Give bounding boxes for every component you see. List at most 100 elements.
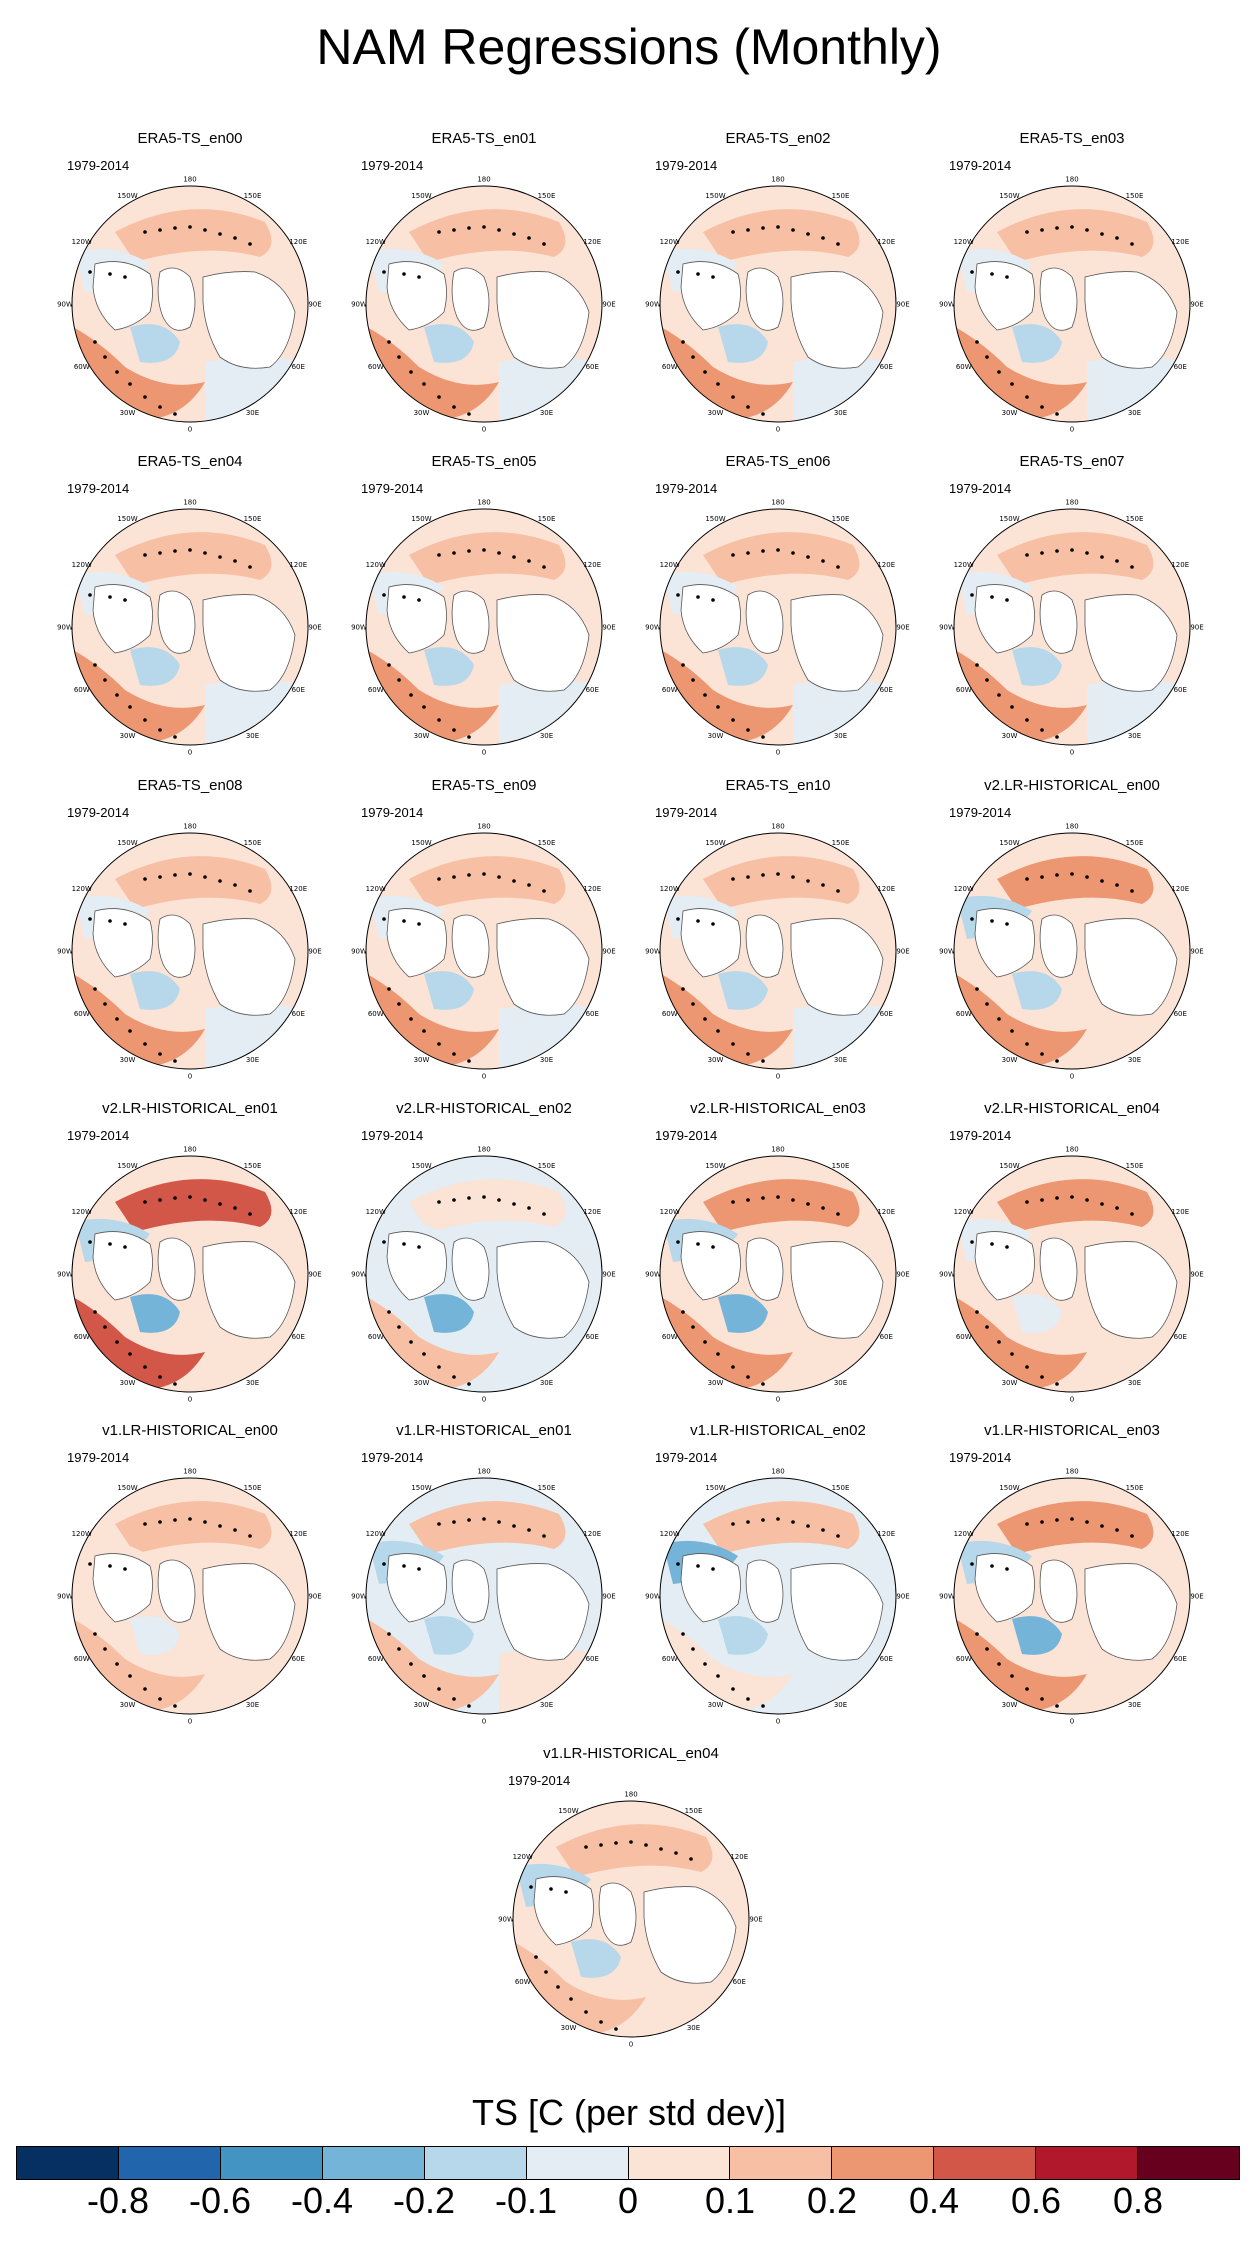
longitude-label: 30E bbox=[540, 1379, 553, 1387]
significance-dot bbox=[746, 875, 750, 879]
map-panel: ERA5-TS_en00 180 150E 120E 90E 60E 30E 0 30W 60W 9… bbox=[55, 130, 325, 432]
land-outline bbox=[157, 590, 196, 654]
significance-dot bbox=[1055, 1196, 1059, 1200]
significance-dot bbox=[836, 242, 840, 246]
significance-dot bbox=[158, 1375, 162, 1379]
longitude-label: 150E bbox=[832, 515, 850, 523]
land-outline bbox=[790, 1241, 884, 1339]
atlantic-anomaly bbox=[661, 1619, 793, 1712]
colorbar-swatch bbox=[118, 2147, 221, 2179]
longitude-label: 180 bbox=[624, 1791, 637, 1799]
longitude-label: 60E bbox=[586, 363, 599, 371]
longitude-label: 150E bbox=[832, 192, 850, 200]
longitude-label: 150E bbox=[244, 839, 262, 847]
longitude-label: 120E bbox=[877, 238, 895, 246]
colorbar-tick-label: 0.6 bbox=[1010, 2180, 1062, 2221]
significance-dot bbox=[761, 1382, 765, 1386]
significance-dot bbox=[248, 1212, 252, 1216]
longitude-label: 120E bbox=[583, 561, 601, 569]
north-atlantic-anomaly bbox=[424, 647, 474, 686]
longitude-label: 30E bbox=[246, 1056, 259, 1064]
significance-dot bbox=[696, 919, 700, 923]
land-outline bbox=[790, 1563, 884, 1661]
significance-dot bbox=[482, 548, 486, 552]
longitude-label: 60W bbox=[74, 686, 90, 694]
longitude-label: 60E bbox=[1174, 1655, 1187, 1663]
longitude-label: 90E bbox=[896, 624, 909, 632]
map-panel: v2.LR-HISTORICAL_en03 180 150E 120E 90E 60E 30… bbox=[643, 1100, 913, 1402]
significance-dot bbox=[422, 1352, 426, 1356]
north-atlantic-anomaly bbox=[424, 1294, 474, 1333]
significance-dot bbox=[564, 1890, 568, 1894]
significance-dot bbox=[497, 228, 501, 232]
panel-title: v1.LR-HISTORICAL_en04 bbox=[543, 1745, 719, 1762]
significance-dot bbox=[233, 883, 237, 887]
significance-dot bbox=[836, 565, 840, 569]
period-label: 1979-2014 bbox=[67, 158, 130, 173]
longitude-label: 150W bbox=[117, 192, 137, 200]
significance-dot bbox=[776, 548, 780, 552]
longitude-label: 120W bbox=[72, 561, 92, 569]
panel-title: ERA5-TS_en04 bbox=[137, 453, 243, 470]
north-atlantic-anomaly bbox=[424, 971, 474, 1010]
significance-dot bbox=[115, 370, 119, 374]
significance-dot bbox=[482, 225, 486, 229]
longitude-label: 30E bbox=[834, 1379, 847, 1387]
map-boundary bbox=[953, 1155, 1191, 1393]
longitude-label: 30E bbox=[687, 2024, 700, 2032]
panel-title: ERA5-TS_en10 bbox=[725, 777, 831, 794]
significance-dot bbox=[711, 275, 715, 279]
longitude-label: 150E bbox=[1126, 1162, 1144, 1170]
land-outline bbox=[451, 267, 490, 331]
significance-dot bbox=[128, 705, 132, 709]
significance-dot bbox=[1040, 1697, 1044, 1701]
significance-dot bbox=[821, 559, 825, 563]
panel-title: v2.LR-HISTORICAL_en03 bbox=[690, 1100, 866, 1117]
longitude-label: 150W bbox=[117, 515, 137, 523]
longitude-label: 60W bbox=[368, 1655, 384, 1663]
atlantic-anomaly bbox=[661, 974, 793, 1067]
longitude-label: 150W bbox=[117, 1162, 137, 1170]
longitude-label: 0 bbox=[629, 2041, 633, 2048]
significance-dot bbox=[382, 917, 386, 921]
significance-dot bbox=[93, 1310, 97, 1314]
longitude-label: 120W bbox=[72, 1208, 92, 1216]
significance-dot bbox=[1010, 1029, 1014, 1033]
significance-dot bbox=[1010, 1674, 1014, 1678]
pacific-anomaly bbox=[703, 1501, 860, 1554]
significance-dot bbox=[1055, 873, 1059, 877]
significance-dot bbox=[746, 728, 750, 732]
significance-dot bbox=[93, 663, 97, 667]
significance-dot bbox=[970, 1240, 974, 1244]
significance-dot bbox=[397, 1325, 401, 1329]
pacific-anomaly bbox=[409, 1179, 566, 1232]
longitude-label: 90E bbox=[1190, 1593, 1203, 1601]
longitude-label: 150E bbox=[538, 515, 556, 523]
significance-dot bbox=[467, 1704, 471, 1708]
longitude-label: 60E bbox=[880, 363, 893, 371]
significance-dot bbox=[422, 705, 426, 709]
north-atlantic-anomaly bbox=[130, 1294, 180, 1333]
significance-dot bbox=[248, 1534, 252, 1538]
significance-dot bbox=[761, 1518, 765, 1522]
map-panel: ERA5-TS_en08 180 150E 120E 90E 60E 30E 0 30W 60W 9… bbox=[55, 777, 325, 1080]
land-outline bbox=[496, 271, 590, 369]
significance-dot bbox=[1040, 875, 1044, 879]
colorbar-swatch bbox=[1138, 2147, 1240, 2179]
significance-dot bbox=[93, 340, 97, 344]
significance-dot bbox=[1070, 872, 1074, 876]
significance-dot bbox=[128, 1352, 132, 1356]
significance-dot bbox=[1040, 728, 1044, 732]
period-label: 1979-2014 bbox=[655, 158, 718, 173]
significance-dot bbox=[1130, 1534, 1134, 1538]
significance-dot bbox=[188, 872, 192, 876]
significance-dot bbox=[93, 987, 97, 991]
land-outline bbox=[680, 1231, 741, 1301]
map-boundary bbox=[953, 508, 1191, 746]
significance-dot bbox=[88, 1562, 92, 1566]
longitude-label: 0 bbox=[188, 1073, 192, 1080]
significance-dot bbox=[437, 1687, 441, 1691]
colorbar-swatch bbox=[628, 2147, 731, 2179]
longitude-label: 180 bbox=[1065, 499, 1078, 507]
significance-dot bbox=[985, 678, 989, 682]
